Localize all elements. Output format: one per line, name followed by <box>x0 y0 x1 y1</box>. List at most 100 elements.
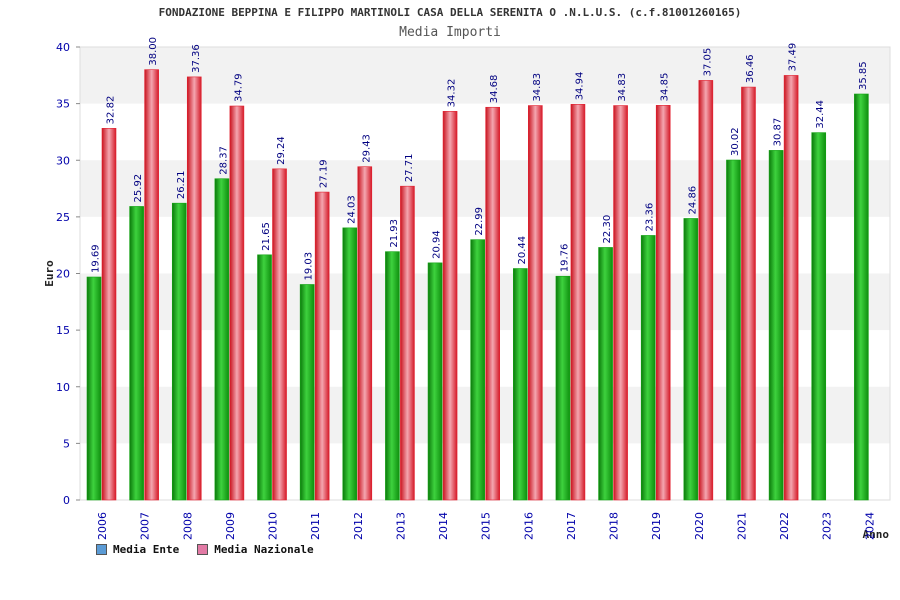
x-tick-label: 2010 <box>267 512 280 540</box>
bar-media-ente <box>299 284 315 501</box>
bar-media-ente <box>811 132 827 501</box>
x-tick-label: 2020 <box>693 512 706 540</box>
chart-title: FONDAZIONE BEPPINA E FILIPPO MARTINOLI C… <box>158 6 742 19</box>
bar-media-ente <box>513 268 528 501</box>
data-label: 30.02 <box>730 127 741 156</box>
x-tick-label: 2017 <box>565 512 578 540</box>
x-tick-label: 2021 <box>735 512 748 540</box>
data-label: 34.94 <box>574 72 585 101</box>
legend-swatch-ente <box>96 544 107 555</box>
bar-media-nazionale <box>229 105 245 501</box>
x-tick-label: 2023 <box>821 512 834 540</box>
data-label: 24.86 <box>687 186 698 215</box>
x-tick-label: 2015 <box>480 512 493 540</box>
y-tick-label: 35 <box>56 98 70 111</box>
bar-media-nazionale <box>741 86 756 501</box>
x-tick-label: 2016 <box>522 512 535 540</box>
x-tick-label: 2009 <box>224 512 237 540</box>
y-tick-label: 40 <box>56 41 70 54</box>
data-label: 23.36 <box>645 203 656 232</box>
data-label: 34.32 <box>447 79 458 108</box>
bar-media-ente <box>427 262 443 501</box>
data-label: 21.93 <box>389 219 400 248</box>
legend-swatch-nazionale <box>197 544 209 555</box>
bar-media-ente <box>726 159 741 501</box>
x-tick-label: 2013 <box>394 512 407 540</box>
data-label: 34.85 <box>660 73 671 102</box>
bar-media-ente <box>470 239 485 501</box>
data-label: 20.44 <box>517 236 528 265</box>
x-tick-label: 2011 <box>309 512 322 540</box>
data-label: 26.21 <box>176 171 187 200</box>
legend-item-ente: Media Ente <box>96 543 179 556</box>
data-label: 19.03 <box>304 252 315 281</box>
y-tick-label: 30 <box>56 154 70 167</box>
data-label: 20.94 <box>432 230 443 259</box>
x-tick-label: 2008 <box>181 512 194 540</box>
y-axis-label: Euro <box>43 260 56 287</box>
bar-media-nazionale <box>528 105 543 501</box>
bar-media-ente <box>342 227 358 501</box>
y-tick-label: 5 <box>63 437 70 450</box>
x-tick-label: 2018 <box>608 512 621 540</box>
data-label: 29.43 <box>361 134 372 163</box>
bar-media-ente <box>257 254 272 501</box>
data-label: 34.83 <box>617 73 628 102</box>
bar-media-nazionale <box>570 104 586 501</box>
legend: Media Ente Media Nazionale <box>96 543 314 556</box>
bar-media-ente <box>640 235 656 501</box>
bar-media-ente <box>768 150 784 501</box>
data-label: 29.24 <box>276 136 287 165</box>
bar-media-nazionale <box>186 76 202 501</box>
data-label: 36.46 <box>745 54 756 83</box>
bar-media-nazionale <box>698 80 714 501</box>
data-label: 27.71 <box>404 154 415 183</box>
bar-media-ente <box>86 276 102 501</box>
data-label: 19.69 <box>91 244 102 273</box>
x-tick-label: 2024 <box>863 512 876 540</box>
data-label: 27.19 <box>319 159 330 188</box>
bar-media-nazionale <box>783 75 799 501</box>
data-label: 37.36 <box>191 44 202 73</box>
y-tick-label: 20 <box>56 268 70 281</box>
bar-media-nazionale <box>485 106 500 501</box>
bar-media-ente <box>683 218 699 501</box>
x-tick-label: 2022 <box>778 512 791 540</box>
bar-media-ente <box>214 178 230 501</box>
x-tick-label: 2014 <box>437 512 450 540</box>
chart-subtitle: Media Importi <box>399 25 501 40</box>
data-label: 32.82 <box>106 96 117 125</box>
data-label: 37.05 <box>702 48 713 77</box>
data-label: 28.37 <box>218 146 229 175</box>
legend-item-nazionale: Media Nazionale <box>197 543 314 556</box>
bar-media-nazionale <box>357 166 373 501</box>
legend-label-ente: Media Ente <box>113 543 180 556</box>
y-tick-label: 25 <box>56 211 70 224</box>
x-tick-label: 2007 <box>139 512 152 540</box>
bar-media-ente <box>854 93 869 501</box>
data-label: 34.83 <box>532 73 543 102</box>
data-label: 22.99 <box>474 207 485 236</box>
data-label: 19.76 <box>559 244 570 273</box>
bar-media-ente <box>171 202 187 501</box>
x-tick-label: 2012 <box>352 512 365 540</box>
data-label: 35.85 <box>858 61 869 90</box>
bar-media-nazionale <box>144 69 159 501</box>
data-label: 22.30 <box>602 215 613 244</box>
bar-media-ente <box>598 247 613 501</box>
data-label: 32.44 <box>815 100 826 129</box>
bar-media-nazionale <box>400 185 415 501</box>
bar-media-ente <box>385 251 400 501</box>
bar-media-nazionale <box>442 111 458 501</box>
bar-media-nazionale <box>613 105 628 501</box>
data-label: 34.79 <box>233 73 244 102</box>
data-label: 34.68 <box>489 75 500 104</box>
data-label: 24.03 <box>346 195 357 224</box>
bar-media-nazionale <box>655 105 671 501</box>
y-tick-label: 10 <box>56 381 70 394</box>
y-tick-label: 0 <box>63 494 70 507</box>
bar-media-ente <box>555 275 571 501</box>
x-tick-label: 2019 <box>650 512 663 540</box>
data-label: 21.65 <box>261 222 272 251</box>
